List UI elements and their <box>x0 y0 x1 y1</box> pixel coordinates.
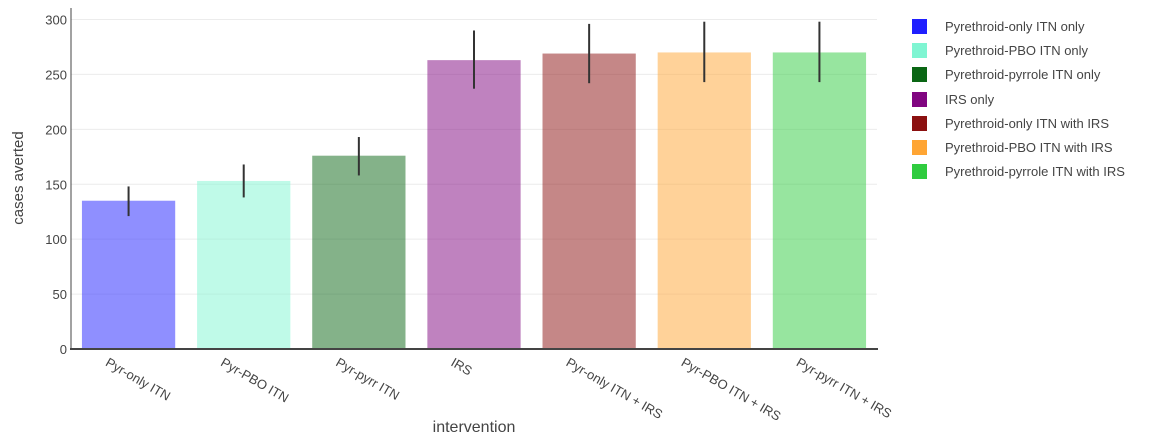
x-tick-label: IRS <box>449 355 476 379</box>
bar[interactable] <box>772 52 867 349</box>
legend-swatch <box>912 91 927 107</box>
bar[interactable] <box>427 60 521 349</box>
legend-swatch <box>912 42 927 58</box>
x-tick-labels: Pyr-only ITN Pyr-PBO ITN Pyr-pyrr ITN IRS Py… <box>103 355 895 424</box>
x-tick-label: Pyr-only ITN <box>103 355 173 404</box>
legend-item[interactable]: Pyrethroid-only ITN only <box>912 14 1125 38</box>
legend-label: Pyrethroid-only ITN with IRS <box>945 115 1109 131</box>
legend-item[interactable]: Pyrethroid-PBO ITN with IRS <box>912 135 1125 159</box>
y-tick-label: 300 <box>45 13 67 28</box>
legend-label: Pyrethroid-pyrrole ITN only <box>945 67 1101 83</box>
legend-item[interactable]: Pyrethroid-pyrrole ITN only <box>912 63 1125 87</box>
x-tick-label: Pyr-PBO ITN + IRS <box>679 355 784 424</box>
y-tick-label: 0 <box>60 342 67 357</box>
y-tick-label: 250 <box>45 67 67 82</box>
legend-swatch <box>912 67 927 83</box>
bar[interactable] <box>542 53 636 349</box>
x-axis-title: intervention <box>433 419 516 434</box>
legend: Pyrethroid-only ITN only Pyrethroid-PBO I… <box>912 14 1125 184</box>
x-tick-label: Pyr-PBO ITN <box>218 355 291 406</box>
legend-swatch <box>912 164 927 180</box>
bar[interactable] <box>197 180 291 349</box>
legend-label: Pyrethroid-PBO ITN with IRS <box>945 140 1113 156</box>
legend-label: Pyrethroid-pyrrole ITN with IRS <box>945 164 1125 180</box>
legend-item[interactable]: Pyrethroid-PBO ITN only <box>912 38 1125 62</box>
legend-item[interactable]: Pyrethroid-only ITN with IRS <box>912 111 1125 135</box>
bar[interactable] <box>657 52 751 349</box>
legend-swatch <box>912 140 927 156</box>
bars <box>81 52 867 349</box>
y-tick-label: 150 <box>45 177 67 192</box>
y-tick-label: 100 <box>45 232 67 247</box>
y-tick-labels: 0 50 100 150 200 250 300 <box>45 13 67 358</box>
legend-label: Pyrethroid-only ITN only <box>945 18 1085 34</box>
bar[interactable] <box>312 155 406 349</box>
legend-item[interactable]: Pyrethroid-pyrrole ITN with IRS <box>912 160 1125 184</box>
y-axis-title: cases averted <box>10 131 27 224</box>
bar[interactable] <box>81 200 176 349</box>
axes <box>70 8 878 350</box>
x-tick-label: Pyr-only ITN + IRS <box>564 355 666 423</box>
legend-label: IRS only <box>945 91 995 107</box>
error-bars <box>127 21 821 217</box>
legend-item[interactable]: IRS only <box>912 87 1125 111</box>
legend-swatch <box>912 115 927 131</box>
y-tick-label: 200 <box>45 122 67 137</box>
x-tick-label: Pyr-pyrr ITN + IRS <box>794 355 895 422</box>
legend-swatch <box>912 18 927 34</box>
x-tick-label: Pyr-pyrr ITN <box>333 355 402 403</box>
legend-label: Pyrethroid-PBO ITN only <box>945 42 1089 58</box>
y-tick-label: 50 <box>53 287 67 302</box>
